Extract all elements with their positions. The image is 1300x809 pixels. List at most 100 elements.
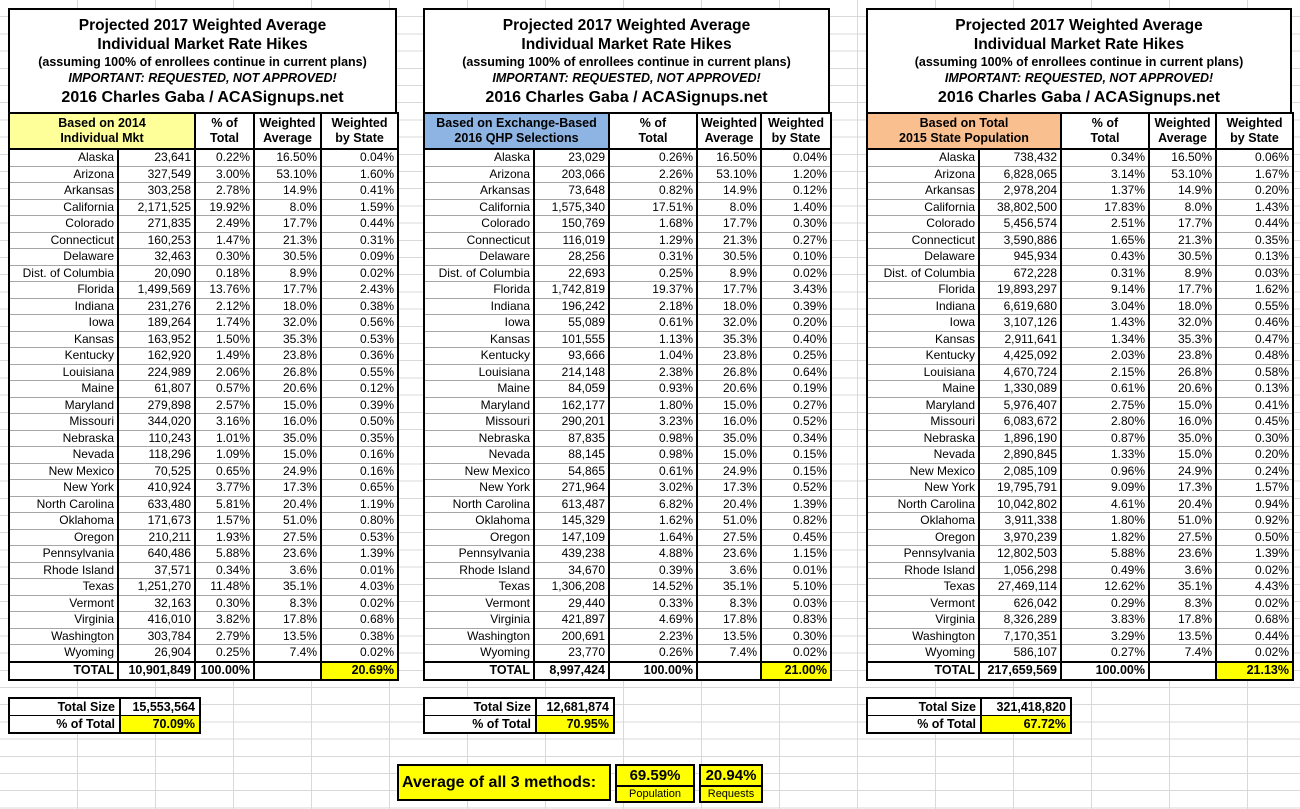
total-value-cell[interactable]: 8,997,424: [533, 660, 609, 680]
value-cell[interactable]: 14.9%: [1148, 182, 1216, 199]
value-cell[interactable]: 38,802,500: [978, 198, 1061, 216]
value-cell[interactable]: 19,893,297: [978, 281, 1061, 298]
value-cell[interactable]: 0.98%: [608, 446, 697, 463]
value-cell[interactable]: 9.14%: [1060, 281, 1149, 298]
value-cell[interactable]: 0.36%: [320, 347, 399, 364]
value-cell[interactable]: 1.68%: [608, 215, 697, 232]
value-cell[interactable]: 3.77%: [194, 479, 255, 496]
value-cell[interactable]: 0.12%: [320, 380, 399, 397]
value-cell[interactable]: 51.0%: [696, 512, 761, 529]
value-cell[interactable]: 51.0%: [1148, 512, 1216, 529]
value-cell[interactable]: 0.31%: [1060, 264, 1149, 282]
value-cell[interactable]: 2.23%: [608, 627, 697, 645]
state-name-cell[interactable]: Virginia: [423, 611, 534, 628]
value-cell[interactable]: 416,010: [116, 611, 196, 628]
state-name-cell[interactable]: Maine: [866, 380, 979, 397]
value-cell[interactable]: 61,807: [116, 380, 196, 397]
value-cell[interactable]: 0.38%: [320, 627, 399, 645]
state-name-cell[interactable]: Arizona: [8, 165, 118, 183]
col-header-weighted-average[interactable]: Weighted Average: [696, 112, 762, 150]
value-cell[interactable]: 0.56%: [320, 314, 399, 331]
value-cell[interactable]: 3,590,886: [978, 231, 1061, 249]
state-name-cell[interactable]: Texas: [866, 578, 979, 595]
value-cell[interactable]: 23.8%: [696, 347, 761, 364]
value-cell[interactable]: 34,670: [533, 561, 609, 579]
col-header-pct-total[interactable]: % of Total: [194, 112, 256, 150]
value-cell[interactable]: 1.80%: [1060, 512, 1149, 529]
value-cell[interactable]: 20.6%: [696, 380, 761, 397]
value-cell[interactable]: 162,177: [533, 396, 609, 414]
pct-of-total-label[interactable]: % of Total: [10, 716, 121, 732]
value-cell[interactable]: 1.19%: [320, 495, 399, 513]
value-cell[interactable]: 1,742,819: [533, 281, 609, 298]
value-cell[interactable]: 214,148: [533, 363, 609, 381]
value-cell[interactable]: 1.80%: [608, 396, 697, 414]
state-name-cell[interactable]: Pennsylvania: [866, 545, 979, 562]
value-cell[interactable]: 13.76%: [194, 281, 255, 298]
group-header-cell[interactable]: Based on Total 2015 State Population: [866, 112, 1062, 150]
value-cell[interactable]: 0.27%: [760, 231, 831, 249]
value-cell[interactable]: 6,828,065: [978, 165, 1061, 183]
state-name-cell[interactable]: North Carolina: [8, 495, 118, 513]
value-cell[interactable]: 19,795,791: [978, 479, 1061, 496]
value-cell[interactable]: 13.5%: [253, 627, 322, 645]
value-cell[interactable]: 200,691: [533, 627, 609, 645]
value-cell[interactable]: 93,666: [533, 347, 609, 364]
value-cell[interactable]: 3.00%: [194, 165, 255, 183]
col-header-weighted-average[interactable]: Weighted Average: [1148, 112, 1217, 150]
value-cell[interactable]: 1.20%: [760, 165, 831, 183]
state-name-cell[interactable]: Oklahoma: [8, 512, 118, 529]
total-value-cell[interactable]: 217,659,569: [978, 660, 1061, 680]
value-cell[interactable]: 17.8%: [696, 611, 761, 628]
value-cell[interactable]: 0.47%: [1215, 330, 1293, 348]
total-weighted-cell[interactable]: 21.00%: [760, 660, 831, 680]
value-cell[interactable]: 4.43%: [1215, 578, 1293, 595]
value-cell[interactable]: 20.4%: [696, 495, 761, 513]
state-name-cell[interactable]: Colorado: [423, 215, 534, 232]
value-cell[interactable]: 0.27%: [760, 396, 831, 414]
pct-of-total-value[interactable]: 67.72%: [982, 716, 1070, 732]
value-cell[interactable]: 0.02%: [760, 644, 831, 662]
state-name-cell[interactable]: Louisiana: [866, 363, 979, 381]
state-name-cell[interactable]: Nebraska: [8, 429, 118, 447]
value-cell[interactable]: 26.8%: [1148, 363, 1216, 381]
value-cell[interactable]: 16.0%: [253, 413, 322, 430]
state-name-cell[interactable]: Iowa: [866, 314, 979, 331]
state-name-cell[interactable]: Pennsylvania: [423, 545, 534, 562]
state-name-cell[interactable]: Arkansas: [423, 182, 534, 199]
value-cell[interactable]: 1.49%: [194, 347, 255, 364]
value-cell[interactable]: 2,978,204: [978, 182, 1061, 199]
total-label-cell[interactable]: TOTAL: [423, 660, 534, 680]
state-name-cell[interactable]: Delaware: [8, 248, 118, 265]
value-cell[interactable]: 37,571: [116, 561, 196, 579]
value-cell[interactable]: 0.16%: [320, 446, 399, 463]
value-cell[interactable]: 0.34%: [760, 429, 831, 447]
value-cell[interactable]: 171,673: [116, 512, 196, 529]
value-cell[interactable]: 0.30%: [1215, 429, 1293, 447]
value-cell[interactable]: 0.93%: [608, 380, 697, 397]
value-cell[interactable]: 0.45%: [760, 528, 831, 546]
value-cell[interactable]: 0.46%: [1215, 314, 1293, 331]
value-cell[interactable]: 0.26%: [608, 644, 697, 662]
state-name-cell[interactable]: Nevada: [423, 446, 534, 463]
value-cell[interactable]: 26.8%: [253, 363, 322, 381]
state-name-cell[interactable]: Indiana: [8, 297, 118, 315]
value-cell[interactable]: 2.57%: [194, 396, 255, 414]
value-cell[interactable]: 35.1%: [696, 578, 761, 595]
state-name-cell[interactable]: Washington: [423, 627, 534, 645]
value-cell[interactable]: 1.60%: [320, 165, 399, 183]
state-name-cell[interactable]: Arkansas: [866, 182, 979, 199]
value-cell[interactable]: 189,264: [116, 314, 196, 331]
value-cell[interactable]: 30.5%: [1148, 248, 1216, 265]
value-cell[interactable]: 1.04%: [608, 347, 697, 364]
state-name-cell[interactable]: North Carolina: [866, 495, 979, 513]
value-cell[interactable]: 1.57%: [194, 512, 255, 529]
state-name-cell[interactable]: Nevada: [8, 446, 118, 463]
value-cell[interactable]: 23.6%: [696, 545, 761, 562]
value-cell[interactable]: 21.3%: [696, 231, 761, 249]
value-cell[interactable]: 738,432: [978, 148, 1061, 166]
value-cell[interactable]: 0.03%: [760, 594, 831, 612]
value-cell[interactable]: 27.5%: [253, 528, 322, 546]
state-name-cell[interactable]: Connecticut: [423, 231, 534, 249]
average-requests-label[interactable]: Requests: [707, 788, 755, 800]
